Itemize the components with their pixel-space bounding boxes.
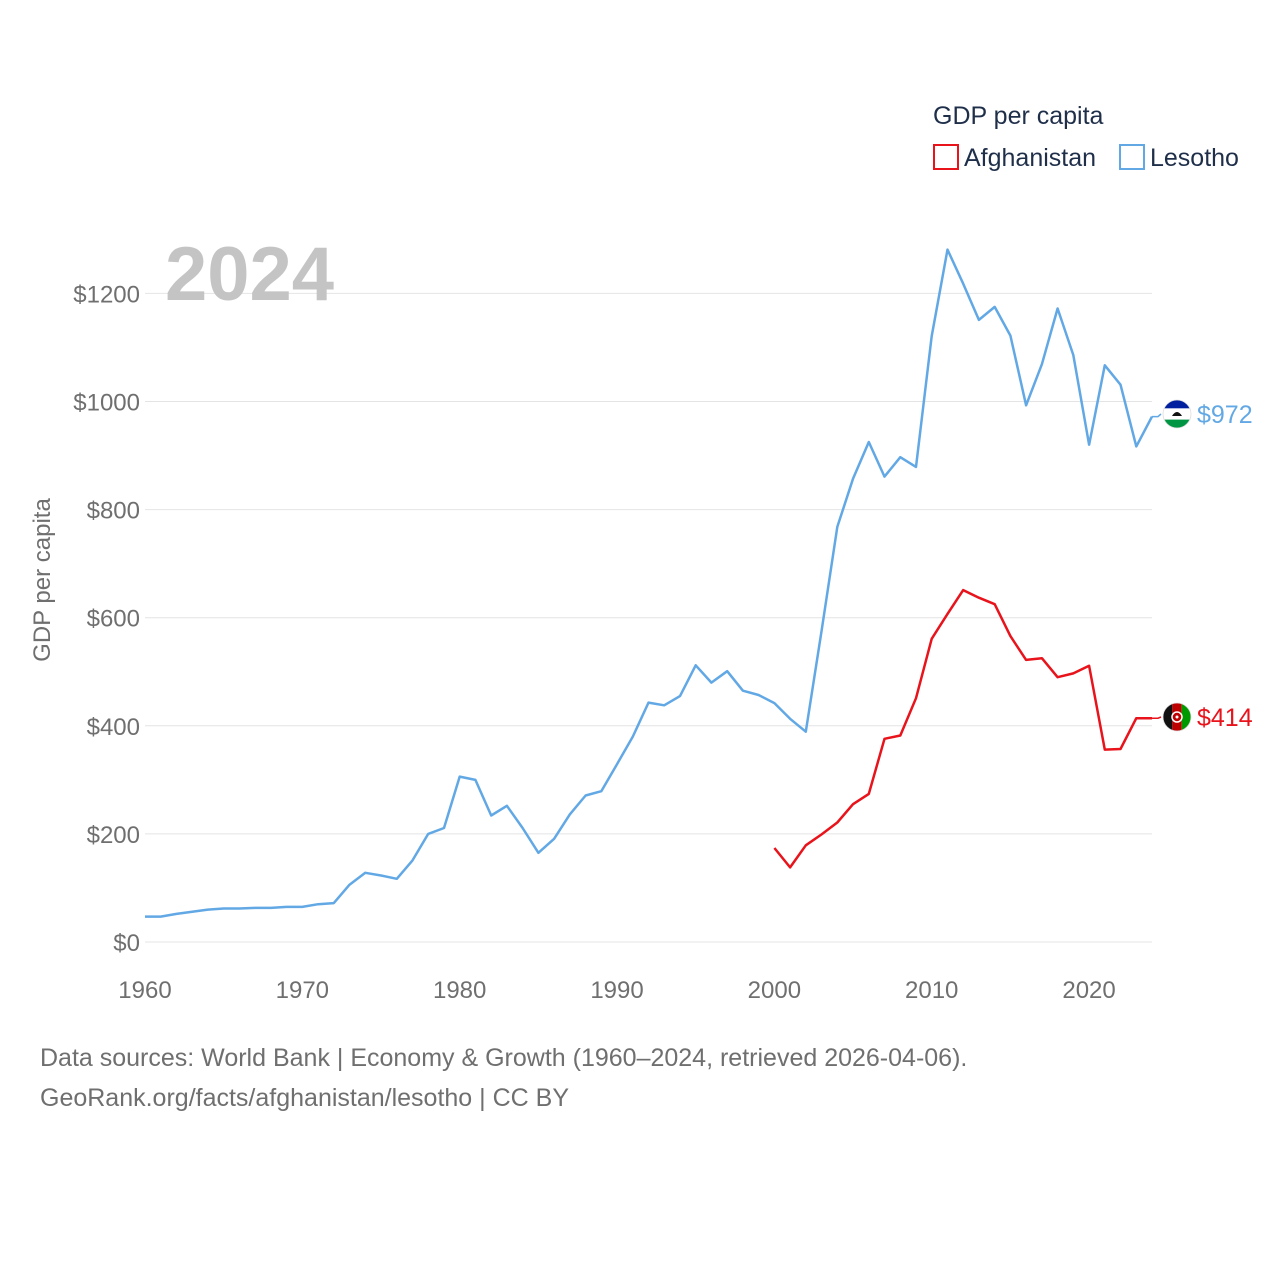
year-label: 2024	[165, 232, 334, 317]
source-url: GeoRank.org/facts/afghanistan/lesotho | …	[40, 1084, 570, 1112]
y-tick-label: $0	[113, 930, 140, 957]
y-tick-label: $400	[87, 714, 140, 741]
y-axis-title: GDP per capita	[29, 498, 56, 662]
grid-lines	[145, 292, 1152, 943]
end-labels: $414 $972	[1152, 399, 1253, 732]
x-tick-label: 1990	[590, 977, 643, 1004]
y-tick-label: $800	[87, 498, 140, 525]
series-line-afghanistan	[773, 588, 1152, 869]
x-tick-label: 1970	[276, 977, 329, 1004]
end-label-afghanistan: $414	[1197, 704, 1253, 732]
afghanistan-flag-icon	[1162, 702, 1192, 732]
x-tick-label: 1980	[433, 977, 486, 1004]
y-tick-label: $200	[87, 822, 140, 849]
y-axis-ticks: $0 $200 $400 $600 $800 $1000 $1200	[73, 281, 140, 957]
legend-label-lesotho: Lesotho	[1150, 144, 1239, 172]
x-tick-label: 1960	[118, 977, 171, 1004]
legend-swatch-lesotho	[1119, 144, 1145, 170]
series-lines	[145, 248, 1154, 918]
legend-swatch-afghanistan	[933, 144, 959, 170]
legend-label-afghanistan: Afghanistan	[964, 144, 1096, 172]
y-tick-label: $1000	[73, 390, 140, 417]
x-tick-label: 2010	[905, 977, 958, 1004]
lesotho-flag-icon	[1162, 399, 1192, 429]
x-tick-label: 2000	[748, 977, 801, 1004]
end-label-lesotho: $972	[1197, 401, 1253, 429]
y-tick-label: $1200	[73, 281, 140, 308]
x-axis-ticks: 1960 1970 1980 1990 2000 2010 2020	[118, 977, 1115, 1004]
legend: GDP per capita Afghanistan Lesotho	[933, 102, 1239, 172]
legend-title: GDP per capita	[933, 102, 1104, 130]
source-note: Data sources: World Bank | Economy & Gro…	[40, 1044, 968, 1072]
series-line-lesotho	[145, 248, 1154, 918]
x-tick-label: 2020	[1062, 977, 1115, 1004]
connector-lesotho	[1152, 413, 1162, 418]
connector-afghanistan	[1152, 716, 1162, 719]
y-tick-label: $600	[87, 606, 140, 633]
